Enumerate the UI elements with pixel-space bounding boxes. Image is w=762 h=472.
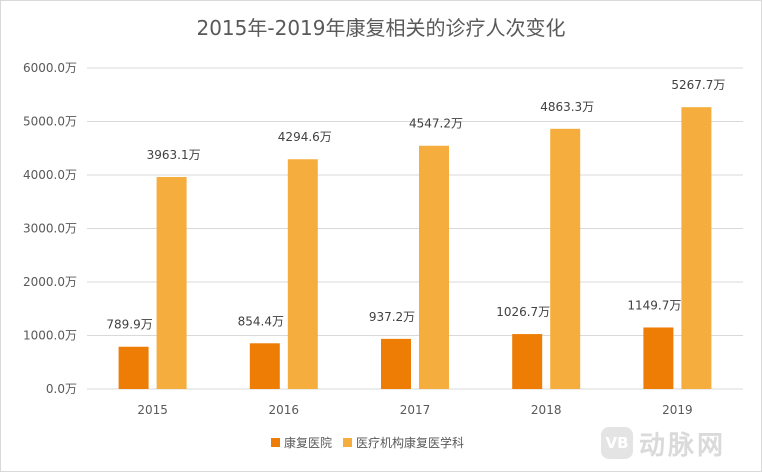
data-label: 4547.2万 — [409, 117, 463, 131]
y-tick-label: 6000.0万 — [23, 61, 77, 75]
data-label: 5267.7万 — [671, 78, 725, 92]
data-label: 3963.1万 — [147, 148, 201, 162]
watermark-text: 动脉网 — [639, 430, 727, 461]
bar — [381, 338, 411, 389]
watermark-logo-icon: VB — [601, 427, 633, 459]
data-label: 854.4万 — [238, 314, 284, 328]
bar — [156, 176, 187, 389]
grid-lines — [87, 67, 743, 390]
y-axis: 0.0万 1000.0万 2000.0万 3000.0万 4000.0万 5000.0万 6… — [23, 61, 77, 396]
data-labels: 789.9万 3963.1万 854.4万 4294.6万 937.2万 4547.2万 1… — [106, 78, 725, 332]
data-label: 4863.3万 — [540, 100, 594, 114]
bar — [681, 107, 712, 390]
bar — [419, 145, 449, 389]
bar — [249, 343, 280, 389]
bar — [643, 327, 674, 389]
y-tick-label: 3000.0万 — [23, 222, 77, 236]
x-axis: 2015 2016 2017 2018 2019 — [137, 403, 692, 417]
x-tick-label: 2018 — [531, 403, 562, 417]
x-tick-label: 2019 — [662, 403, 693, 417]
chart-title: 2015年-2019年康复相关的诊疗人次变化 — [196, 16, 565, 40]
bar — [287, 159, 318, 389]
x-tick-label: 2017 — [400, 403, 431, 417]
bar — [550, 128, 581, 389]
y-tick-label: 4000.0万 — [23, 168, 77, 182]
y-tick-label: 5000.0万 — [23, 115, 77, 129]
legend-swatch — [343, 438, 352, 447]
y-tick-label: 2000.0万 — [23, 275, 77, 289]
watermark: VB 动脉网 — [601, 424, 751, 462]
data-label: 789.9万 — [106, 318, 152, 332]
legend-swatch — [271, 438, 280, 447]
y-tick-label: 0.0万 — [46, 382, 77, 396]
legend: 康复医院 医疗机构康复医学科 — [271, 435, 464, 450]
y-tick-label: 1000.0万 — [23, 329, 77, 343]
legend-label: 康复医院 — [284, 435, 332, 450]
x-tick-label: 2015 — [137, 403, 168, 417]
data-label: 937.2万 — [369, 310, 415, 324]
bar — [512, 334, 543, 389]
bars — [118, 107, 712, 390]
data-label: 1149.7万 — [627, 298, 681, 312]
data-label: 1026.7万 — [496, 305, 550, 319]
data-label: 4294.6万 — [278, 130, 332, 144]
x-tick-label: 2016 — [269, 403, 300, 417]
legend-label: 医疗机构康复医学科 — [356, 435, 464, 450]
bar — [118, 346, 149, 389]
